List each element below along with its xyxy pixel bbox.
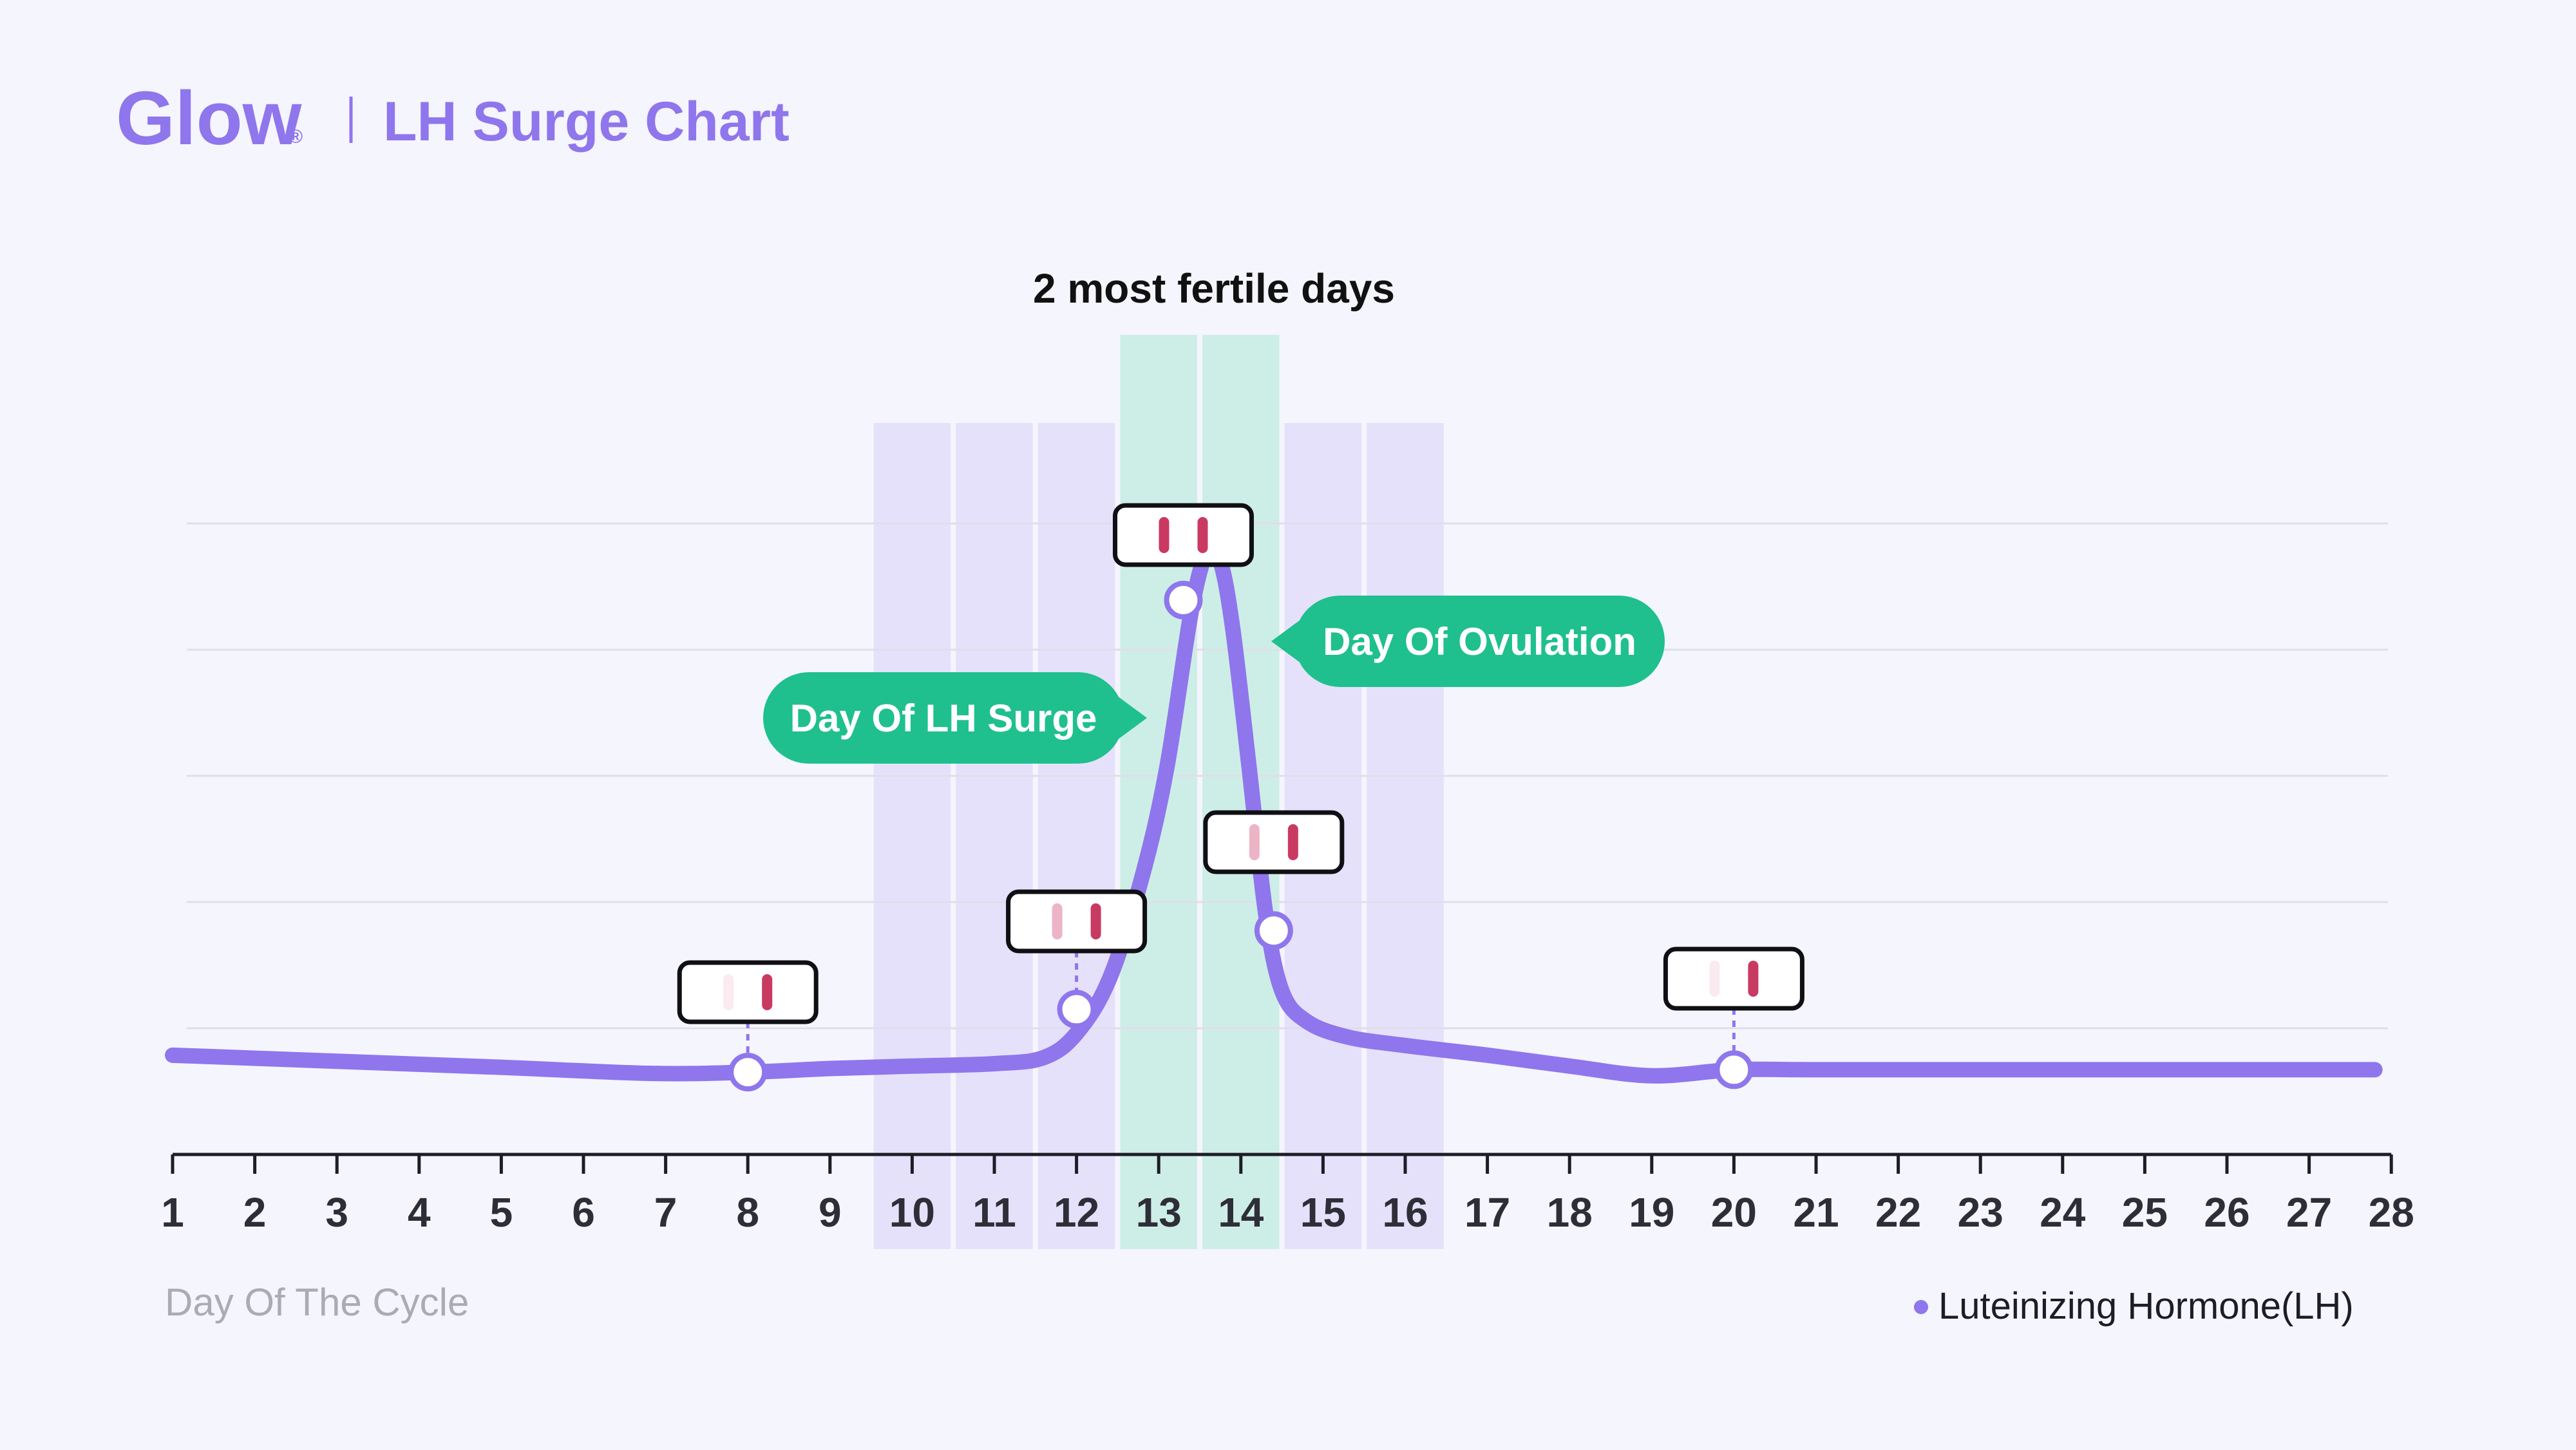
header: Glow ® LH Surge Chart	[116, 76, 790, 161]
chart-title: 2 most fertile days	[1033, 265, 1395, 312]
gridlines	[187, 522, 2388, 1030]
x-tick-label: 20	[1711, 1189, 1757, 1236]
data-point-marker	[1714, 1050, 1754, 1089]
test-strip-icon	[1006, 889, 1148, 954]
triangle-pointer-icon	[1117, 696, 1147, 740]
test-point-day-12	[1006, 889, 1148, 1029]
callout-bubble	[763, 672, 1124, 764]
test-strip-icon	[677, 960, 819, 1024]
test-strips	[677, 503, 1804, 1092]
callout-text: Day Of LH Surge	[790, 697, 1097, 740]
callout-bubble	[1294, 596, 1665, 687]
x-tick-label: 19	[1629, 1189, 1674, 1236]
x-tick-label: 8	[736, 1189, 759, 1236]
brand-logo: Glow	[116, 76, 303, 161]
x-tick-label: 21	[1793, 1189, 1839, 1236]
test-strip-icon	[1663, 946, 1804, 1011]
x-tick-label: 22	[1875, 1189, 1921, 1236]
test-strip-icon	[1203, 810, 1345, 874]
legend-entry-lh: Luteinizing Hormone(LH)	[1938, 1285, 2354, 1327]
fertile-window-band-day-12	[1037, 423, 1115, 1249]
legend: Luteinizing Hormone(LH)	[1914, 1285, 2354, 1327]
x-tick-label: 7	[654, 1189, 677, 1236]
x-tick-label: 13	[1136, 1189, 1182, 1236]
callout-text: Day Of Ovulation	[1323, 620, 1636, 663]
x-tick-label: 6	[572, 1189, 595, 1236]
x-tick-label: 12	[1054, 1189, 1099, 1236]
x-tick-label: 25	[2122, 1189, 2168, 1236]
x-tick-label: 28	[2369, 1189, 2414, 1236]
x-tick-label: 14	[1218, 1189, 1264, 1236]
test-point-day-14.4	[1203, 810, 1345, 950]
callout-ovulation: Day Of Ovulation	[1271, 596, 1665, 687]
test-point-day-13.3	[1112, 503, 1254, 619]
test-point-day-20	[1663, 946, 1804, 1089]
most-fertile-band-day-14	[1202, 335, 1280, 1249]
x-tick-label: 1	[161, 1189, 184, 1236]
x-axis-label: Day Of The Cycle	[165, 1281, 469, 1324]
callout-lh-surge: Day Of LH Surge	[763, 672, 1147, 764]
x-tick-label: 9	[819, 1189, 842, 1236]
fertile-window-band-day-16	[1367, 423, 1444, 1249]
page-title: LH Surge Chart	[383, 91, 790, 153]
callouts: Day Of LH Surge Day Of Ovulation	[763, 596, 1665, 764]
data-point-marker	[1164, 580, 1203, 619]
x-tick-label: 16	[1382, 1189, 1428, 1236]
data-point-marker	[1254, 911, 1293, 950]
x-tick-label: 17	[1464, 1189, 1510, 1236]
x-tick-label: 3	[325, 1189, 348, 1236]
data-point-marker	[728, 1053, 768, 1092]
dot-icon	[1914, 1300, 1928, 1314]
triangle-pointer-icon	[1271, 619, 1301, 663]
x-tick-label: 23	[1958, 1189, 2003, 1236]
test-point-day-8	[677, 960, 819, 1092]
data-point-marker	[1057, 990, 1096, 1029]
x-tick-label: 2	[243, 1189, 267, 1236]
x-tick-label: 18	[1547, 1189, 1593, 1236]
x-tick-label: 15	[1300, 1189, 1346, 1236]
x-tick-label: 11	[972, 1189, 1016, 1236]
fertile-window-band-day-11	[956, 423, 1033, 1249]
x-axis: 1 2 3 4 5 6 7 8 9 10 11 12 13 14 15 16 17 18 19 20 21 22 23 24 2…	[161, 1153, 2414, 1236]
x-tick-label: 27	[2286, 1189, 2332, 1236]
x-tick-label: 26	[2204, 1189, 2249, 1236]
x-tick-label: 24	[2040, 1189, 2086, 1236]
fertile-window-band-day-10	[873, 423, 951, 1249]
brand-registered-mark: ®	[289, 126, 303, 147]
x-tick-label: 10	[889, 1189, 935, 1236]
x-tick-label: 5	[490, 1189, 513, 1236]
x-tick-label: 4	[408, 1189, 431, 1236]
test-strip-icon	[1112, 503, 1254, 567]
